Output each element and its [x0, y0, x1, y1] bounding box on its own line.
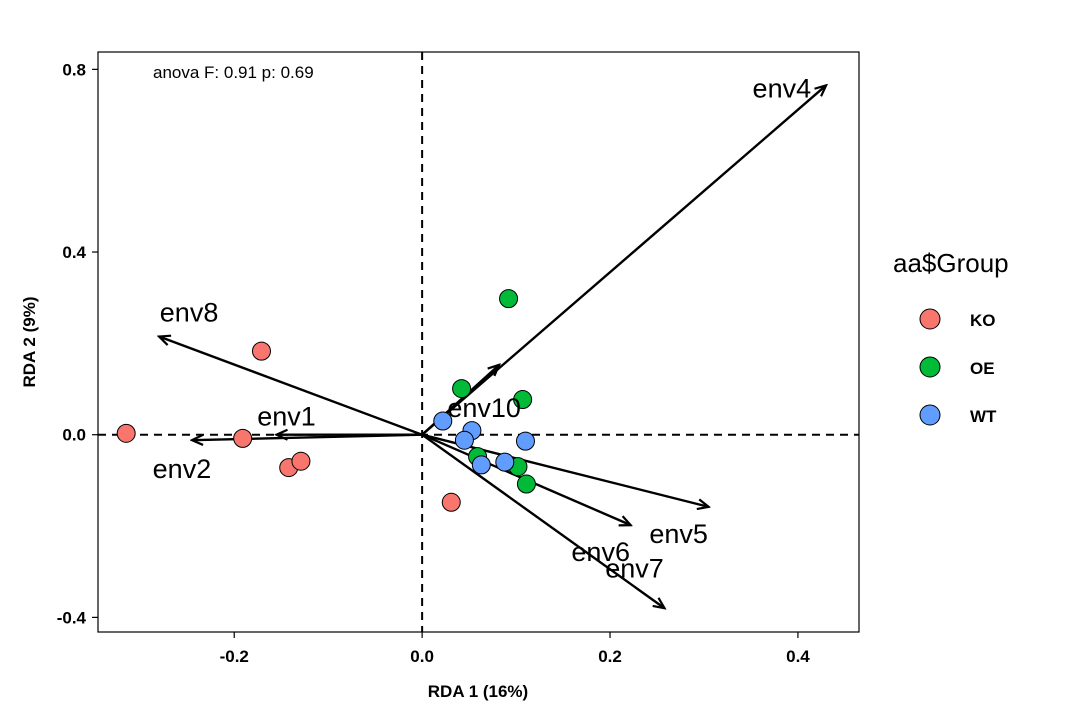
- legend: aa$Group KO OE WT: [893, 248, 1009, 426]
- sample-point-ko: [441, 492, 461, 512]
- sample-point-ko: [116, 423, 136, 443]
- env-vector-arrow: [421, 433, 664, 609]
- x-axis: -0.2 0.0 0.2 0.4: [220, 632, 810, 666]
- y-tick-label: 0.8: [62, 60, 86, 79]
- env-vector-label: env7: [605, 553, 664, 583]
- x-tick-label: -0.2: [220, 647, 249, 666]
- x-tick-label: 0.0: [410, 647, 434, 666]
- sample-point-oe: [452, 379, 472, 399]
- legend-label-oe: OE: [970, 359, 995, 378]
- sample-point-wt: [471, 455, 491, 475]
- y-tick-label: 0.4: [62, 243, 86, 262]
- legend-key-ko: [919, 308, 941, 330]
- y-axis: -0.4 0.0 0.4 0.8: [57, 60, 98, 627]
- sample-point-ko: [251, 341, 271, 361]
- env-vector-label: env2: [153, 454, 212, 484]
- sample-point-oe: [516, 474, 536, 494]
- env-vector-label: env5: [649, 519, 708, 549]
- legend-label-wt: WT: [970, 407, 997, 426]
- sample-point-oe: [513, 390, 533, 410]
- legend-title: aa$Group: [893, 248, 1009, 278]
- legend-key-wt: [919, 404, 941, 426]
- sample-point-wt: [433, 411, 453, 431]
- x-tick-label: 0.4: [786, 647, 810, 666]
- sample-point-wt: [515, 431, 535, 451]
- env-vector-arrow: [421, 85, 826, 436]
- sample-point-ko: [291, 451, 311, 471]
- sample-point-wt: [495, 452, 515, 472]
- x-axis-title: RDA 1 (16%): [428, 682, 528, 701]
- y-tick-label: 0.0: [62, 426, 86, 445]
- sample-point-ko: [233, 428, 253, 448]
- legend-entries: KO OE WT: [919, 308, 997, 426]
- env-vector-label: env8: [160, 298, 219, 328]
- env-vector-arrow: [192, 433, 423, 440]
- env-vector-arrow: [159, 337, 423, 436]
- legend-key-oe: [919, 356, 941, 378]
- sample-points: [116, 289, 536, 512]
- env-vector-label: env1: [257, 402, 316, 432]
- env-vector-label: env6: [571, 537, 630, 567]
- env-vector-label: env4: [753, 73, 812, 103]
- plot-panel: [97, 51, 860, 633]
- env-vector-label: env10: [447, 393, 521, 423]
- x-tick-label: 0.2: [598, 647, 622, 666]
- y-tick-label: -0.4: [57, 608, 87, 627]
- sample-point-oe: [499, 289, 519, 309]
- sample-point-wt: [454, 430, 474, 450]
- anova-annotation: anova F: 0.91 p: 0.69: [153, 63, 314, 82]
- y-axis-title: RDA 2 (9%): [20, 297, 39, 388]
- legend-label-ko: KO: [970, 311, 996, 330]
